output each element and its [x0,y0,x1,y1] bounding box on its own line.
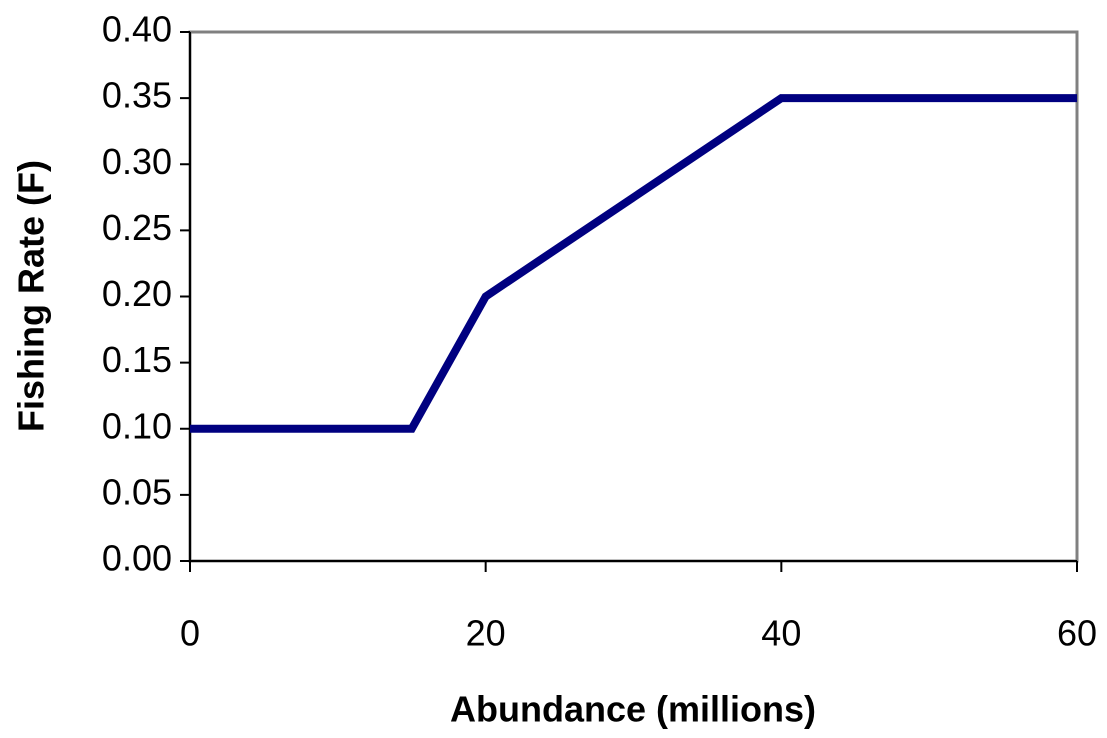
y-tick-label: 0.35 [102,75,172,116]
y-tick-label: 0.10 [102,405,172,446]
x-tick-label: 20 [466,613,506,654]
plot-frame [188,30,1079,563]
data-line [190,94,1077,433]
y-tick-label: 0.20 [102,273,172,314]
x-axis-title: Abundance (millions) [450,689,816,730]
y-axis-title: Fishing Rate (F) [11,160,52,432]
y-tick-label: 0.05 [102,471,172,512]
x-tick-label: 40 [761,613,801,654]
y-tick-label: 0.25 [102,207,172,248]
y-tick-label: 0.30 [102,141,172,182]
y-tick-label: 0.00 [102,538,172,579]
y-tick-label: 0.15 [102,339,172,380]
y-tick-label: 0.40 [102,9,172,50]
x-tick-label: 0 [180,613,200,654]
x-tick-label: 60 [1057,613,1097,654]
